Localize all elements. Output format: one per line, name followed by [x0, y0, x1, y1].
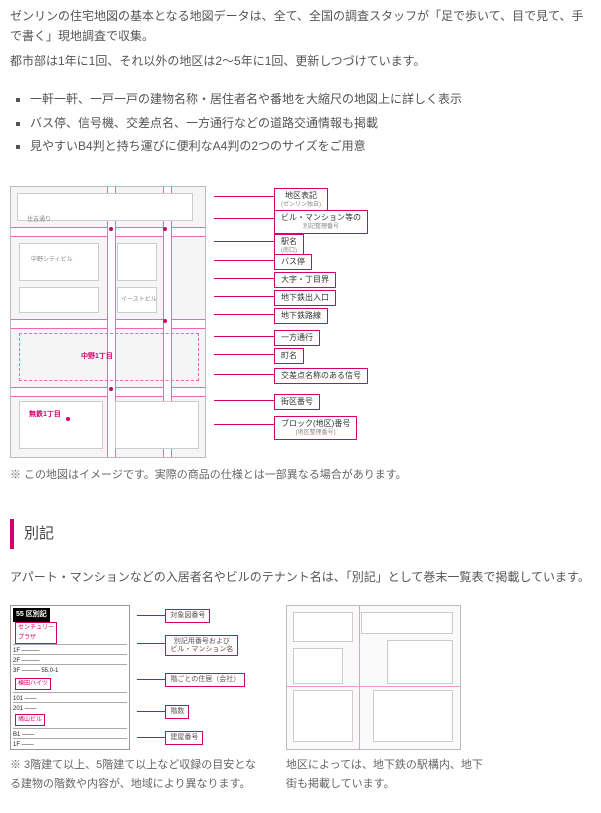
legend-item: バス停	[274, 254, 312, 270]
bekki-legend-item: 別記用番号および ビル・マンション名	[165, 635, 238, 656]
legend-item: 大字・丁目界	[274, 272, 336, 288]
feature-item: 一軒一軒、一戸一戸の建物名称・居住者名や番地を大縮尺の地図上に詳しく表示	[30, 89, 591, 109]
bekki-legend-item: 建屋番号	[165, 731, 203, 745]
section-heading-bekki: 別記	[10, 519, 591, 549]
feature-list: 一軒一軒、一戸一戸の建物名称・居住者名や番地を大縮尺の地図上に詳しく表示 バス停…	[10, 89, 591, 156]
bekki-legend-item: 対象図番号	[165, 609, 210, 623]
intro-line-1: ゼンリンの住宅地図の基本となる地図データは、全て、全国の調査スタッフが「足で歩い…	[10, 6, 591, 47]
intro-block: ゼンリンの住宅地図の基本となる地図データは、全て、全国の調査スタッフが「足で歩い…	[10, 6, 591, 71]
intro-line-2: 都市部は1年に1回、それ以外の地区は2〜5年に1回、更新しつづけています。	[10, 51, 591, 71]
map-bldg-label: 中野シティビル	[31, 255, 73, 265]
bekki-legend: 対象図番号 別記用番号および ビル・マンション名 階ごとの住居（会社） 階数 建…	[137, 605, 237, 750]
map-legend: 地区表記(ゼンリン独自) ビル・マンション等の別記整理番号 駅名(南口) バス停…	[214, 186, 364, 458]
map-ward-label: 無鉄1丁目	[29, 409, 61, 421]
map-ward-label: 中野1丁目	[81, 351, 113, 363]
bekki-building: センチュリー プラザ	[15, 622, 57, 644]
bekki-header: 55 区別記	[13, 608, 50, 622]
bekki-right-caption: 地区によっては、地下鉄の駅構内、地下街も掲載しています。	[286, 756, 486, 793]
legend-item: ビル・マンション等の別記整理番号	[274, 210, 368, 234]
feature-item: 見やすいB4判と持ち運びに便利なA4判の2つのサイズをご用意	[30, 136, 591, 156]
bekki-legend-item: 階数	[165, 705, 189, 719]
map-road-label: 住吉通り	[27, 215, 51, 225]
legend-item: 町名	[274, 348, 304, 364]
bekki-left-caption: ※ 3階建て以上、5階建て以上など収録の目安となる建物の階数や内容が、地域により…	[10, 756, 260, 793]
bekki-left: 55 区別記 センチュリー プラザ 1F ——— 2F ——— 3F ——— 5…	[10, 605, 260, 793]
legend-item: ブロック(地区)番号(地区整理番号)	[274, 416, 357, 440]
map-figure: 住吉通り 中野シティビル イーストビル 中野1丁目 無鉄1丁目 地区表記(ゼンリ…	[10, 186, 591, 458]
legend-item: 地下鉄出入口	[274, 290, 336, 306]
bekki-building: 鳩山ビル	[15, 714, 45, 726]
bekki-intro: アパート・マンションなどの入居者名やビルのテナント名は、「別記」として巻末一覧表…	[10, 567, 591, 587]
bekki-legend-item: 階ごとの住居（会社）	[165, 673, 245, 687]
legend-item: 交差点名称のある信号	[274, 368, 368, 384]
bekki-table-image: 55 区別記 センチュリー プラザ 1F ——— 2F ——— 3F ——— 5…	[10, 605, 130, 750]
legend-item: 一方通行	[274, 330, 320, 346]
legend-item: 地下鉄路線	[274, 308, 328, 324]
bekki-building: 棟田ハイツ	[15, 678, 51, 690]
feature-item: バス停、信号機、交差点名、一方通行などの道路交通情報も掲載	[30, 113, 591, 133]
legend-item: 街区番号	[274, 394, 320, 410]
legend-item: 地区表記(ゼンリン独自)	[274, 188, 328, 212]
map-image: 住吉通り 中野シティビル イーストビル 中野1丁目 無鉄1丁目	[10, 186, 206, 458]
bekki-right: 地区によっては、地下鉄の駅構内、地下街も掲載しています。	[286, 605, 486, 793]
map-caption: ※ この地図はイメージです。実際の商品の仕様とは一部異なる場合があります。	[10, 466, 591, 485]
map-bldg-label: イーストビル	[121, 295, 157, 305]
bekki-row: 55 区別記 センチュリー プラザ 1F ——— 2F ——— 3F ——— 5…	[10, 605, 591, 793]
underground-map-image	[286, 605, 461, 750]
